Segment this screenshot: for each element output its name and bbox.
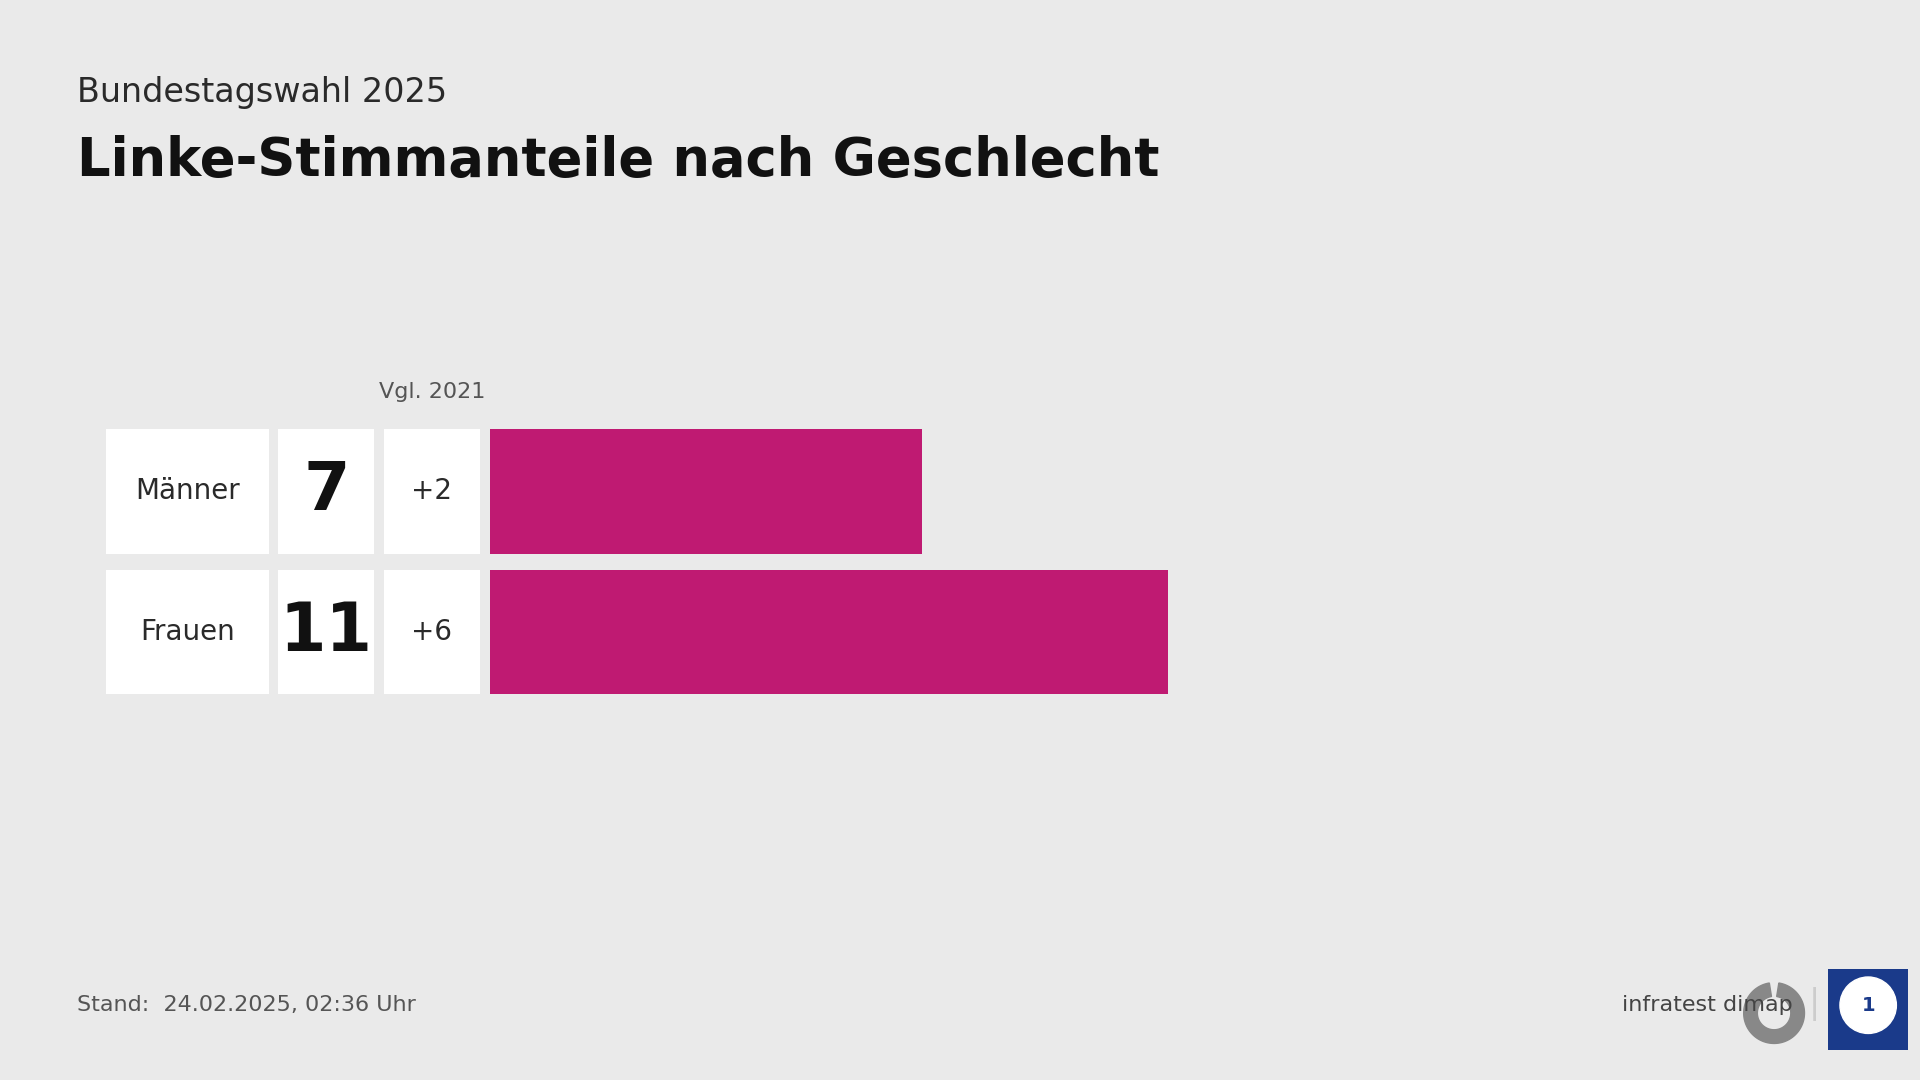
- FancyBboxPatch shape: [1822, 964, 1914, 1054]
- Text: Stand:  24.02.2025, 02:36 Uhr: Stand: 24.02.2025, 02:36 Uhr: [77, 995, 415, 1015]
- Text: infratest dimap: infratest dimap: [1622, 995, 1793, 1015]
- Polygon shape: [1743, 983, 1805, 1043]
- Text: +2: +2: [411, 477, 453, 505]
- Text: Bundestagswahl 2025: Bundestagswahl 2025: [77, 76, 447, 109]
- Circle shape: [1839, 977, 1897, 1034]
- Text: 7: 7: [303, 458, 349, 525]
- Text: 11: 11: [280, 598, 372, 665]
- Text: 1: 1: [1860, 996, 1876, 1015]
- Text: Frauen: Frauen: [140, 618, 234, 646]
- Text: +6: +6: [411, 618, 453, 646]
- Text: Männer: Männer: [134, 477, 240, 505]
- Text: Linke-Stimmanteile nach Geschlecht: Linke-Stimmanteile nach Geschlecht: [77, 135, 1160, 187]
- Text: Vgl. 2021: Vgl. 2021: [378, 382, 486, 402]
- Text: |: |: [1809, 987, 1820, 1021]
